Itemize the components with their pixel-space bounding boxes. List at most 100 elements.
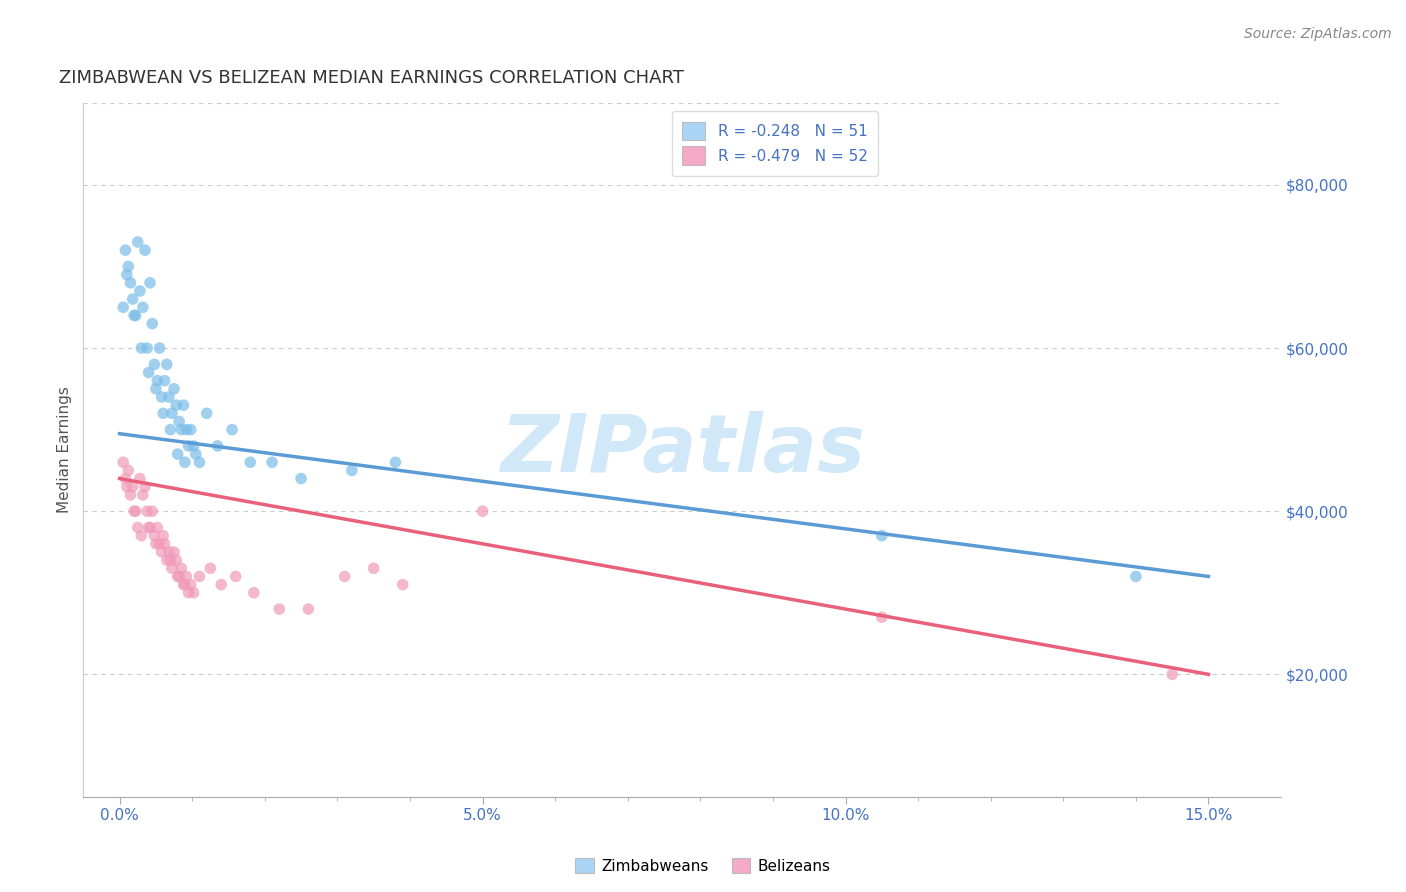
Point	[471, 504, 494, 518]
Point	[131, 341, 153, 355]
Point	[145, 382, 167, 396]
Point	[209, 577, 232, 591]
Point	[195, 406, 218, 420]
Point	[139, 520, 162, 534]
Point	[183, 439, 205, 453]
Point	[153, 537, 176, 551]
Point	[117, 260, 139, 274]
Point	[136, 341, 159, 355]
Text: Source: ZipAtlas.com: Source: ZipAtlas.com	[1244, 27, 1392, 41]
Point	[870, 610, 893, 624]
Point	[160, 561, 183, 575]
Point	[129, 472, 152, 486]
Point	[141, 504, 163, 518]
Point	[122, 309, 145, 323]
Point	[269, 602, 291, 616]
Point	[163, 382, 186, 396]
Point	[183, 586, 205, 600]
Point	[340, 463, 363, 477]
Point	[121, 292, 143, 306]
Point	[180, 577, 202, 591]
Point	[136, 504, 159, 518]
Point	[114, 472, 136, 486]
Point	[148, 537, 170, 551]
Point	[870, 529, 893, 543]
Point	[143, 529, 166, 543]
Point	[115, 268, 138, 282]
Point	[188, 455, 211, 469]
Point	[122, 504, 145, 518]
Point	[163, 545, 186, 559]
Point	[124, 309, 146, 323]
Point	[146, 374, 169, 388]
Point	[1125, 569, 1147, 583]
Point	[139, 276, 162, 290]
Point	[153, 374, 176, 388]
Point	[148, 341, 170, 355]
Point	[176, 423, 198, 437]
Point	[1161, 667, 1184, 681]
Point	[121, 480, 143, 494]
Point	[156, 357, 179, 371]
Point	[157, 390, 180, 404]
Point	[146, 520, 169, 534]
Point	[138, 366, 160, 380]
Point	[138, 520, 160, 534]
Point	[166, 569, 188, 583]
Point	[200, 561, 222, 575]
Point	[225, 569, 247, 583]
Point	[207, 439, 229, 453]
Point	[112, 300, 135, 314]
Point	[177, 586, 200, 600]
Point	[165, 553, 187, 567]
Point	[150, 545, 173, 559]
Point	[221, 423, 243, 437]
Legend: Zimbabweans, Belizeans: Zimbabweans, Belizeans	[569, 852, 837, 880]
Point	[114, 243, 136, 257]
Point	[120, 488, 142, 502]
Point	[129, 284, 152, 298]
Point	[127, 235, 149, 249]
Point	[134, 480, 156, 494]
Point	[167, 569, 190, 583]
Point	[152, 406, 174, 420]
Point	[145, 537, 167, 551]
Point	[120, 276, 142, 290]
Point	[152, 529, 174, 543]
Point	[127, 520, 149, 534]
Point	[188, 569, 211, 583]
Point	[174, 455, 197, 469]
Point	[165, 398, 187, 412]
Point	[174, 577, 197, 591]
Text: ZIMBABWEAN VS BELIZEAN MEDIAN EARNINGS CORRELATION CHART: ZIMBABWEAN VS BELIZEAN MEDIAN EARNINGS C…	[59, 69, 685, 87]
Text: ZIPatlas: ZIPatlas	[499, 411, 865, 489]
Point	[166, 447, 188, 461]
Point	[391, 577, 413, 591]
Point	[117, 463, 139, 477]
Point	[260, 455, 283, 469]
Point	[159, 553, 181, 567]
Point	[184, 447, 207, 461]
Point	[290, 472, 312, 486]
Point	[239, 455, 262, 469]
Point	[132, 488, 155, 502]
Point	[172, 577, 194, 591]
Point	[170, 423, 193, 437]
Point	[167, 414, 190, 428]
Point	[170, 561, 193, 575]
Point	[141, 317, 163, 331]
Point	[157, 545, 180, 559]
Point	[143, 357, 166, 371]
Point	[134, 243, 156, 257]
Point	[384, 455, 406, 469]
Point	[333, 569, 356, 583]
Point	[156, 553, 179, 567]
Y-axis label: Median Earnings: Median Earnings	[58, 386, 72, 514]
Point	[131, 529, 153, 543]
Point	[124, 504, 146, 518]
Point	[172, 398, 194, 412]
Point	[363, 561, 385, 575]
Point	[150, 390, 173, 404]
Legend: R = -0.248   N = 51, R = -0.479   N = 52: R = -0.248 N = 51, R = -0.479 N = 52	[672, 111, 879, 176]
Point	[159, 423, 181, 437]
